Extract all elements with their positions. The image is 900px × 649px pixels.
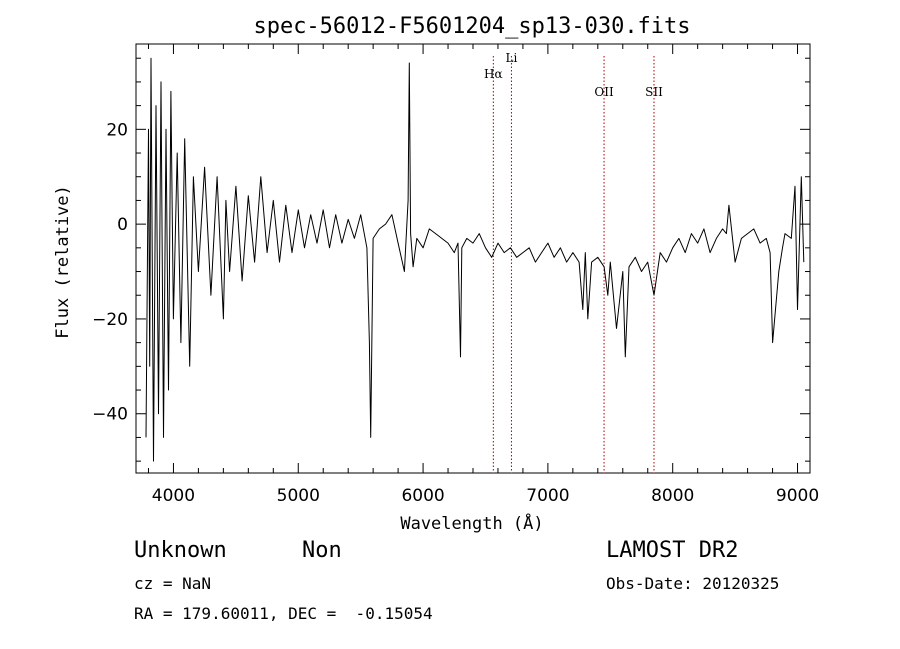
x-tick-label: 7000: [526, 486, 569, 506]
spectral-line-label: Li: [506, 51, 518, 65]
obs-date: Obs-Date: 20120325: [606, 574, 780, 593]
cz-value: cz = NaN: [134, 574, 212, 593]
spectral-line-label: Hα: [484, 67, 503, 81]
x-tick-label: 9000: [776, 486, 819, 506]
ra-dec-coordinates: RA = 179.60011, DEC = -0.15054: [134, 604, 433, 623]
spectral-line-label: OII: [594, 85, 614, 99]
spectrum-series: [145, 57, 805, 462]
spectral-line-label: SII: [645, 85, 663, 99]
x-tick-label: 6000: [401, 486, 444, 506]
x-tick-label: 5000: [277, 486, 320, 506]
x-tick-label: 8000: [651, 486, 694, 506]
y-tick-label: −20: [92, 310, 128, 330]
x-axis-label: Wavelength (Å): [400, 512, 543, 534]
spectrum-line-0: [145, 57, 805, 462]
y-axis-ticks: −40 −20 0 20: [92, 57, 810, 462]
survey-name: LAMOST DR2: [606, 538, 739, 563]
plot-frame: [135, 43, 811, 474]
y-tick-label: −40: [92, 405, 128, 425]
y-tick-label: 20: [106, 120, 128, 140]
object-class: Unknown: [134, 538, 227, 563]
x-axis-ticks: 4000 5000 6000 7000 8000 9000: [147, 44, 819, 506]
chart-title: spec-56012-F5601204_sp13-030.fits: [253, 14, 690, 39]
y-axis-label: Flux (relative): [53, 185, 73, 339]
x-tick-label: 4000: [152, 486, 195, 506]
y-tick-label: 0: [117, 215, 128, 235]
object-subclass: Non: [302, 538, 342, 563]
